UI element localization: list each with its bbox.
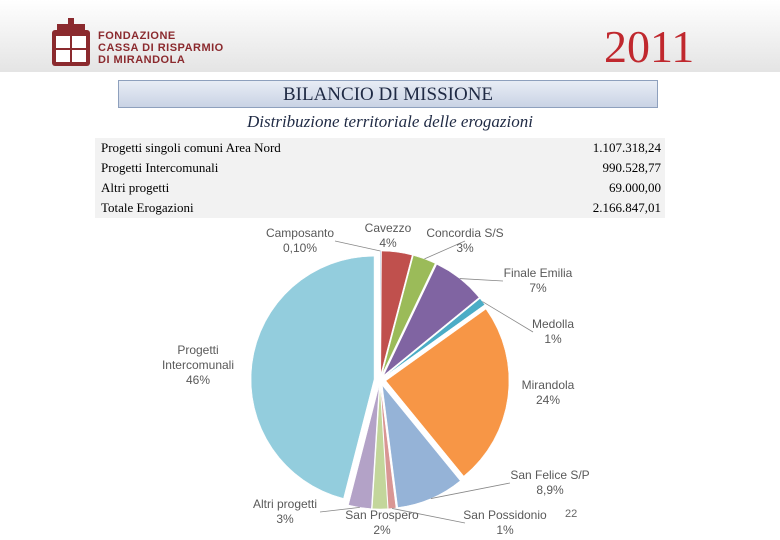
- slice-label: San Prospero 2%: [337, 508, 427, 538]
- leader-line: [334, 240, 381, 252]
- year: 2011: [604, 21, 695, 72]
- slice-label: Medolla 1%: [523, 317, 583, 347]
- slice-name: Finale Emilia: [503, 266, 573, 280]
- slice-label: San Possidonio 1%: [455, 508, 555, 538]
- slice-label: Altri progetti 3%: [240, 497, 330, 527]
- slice-value: 8,9%: [536, 483, 564, 497]
- slice-name: Camposanto: [265, 226, 335, 240]
- leader-line: [430, 482, 511, 499]
- leader-line: [459, 278, 504, 282]
- amount: 69.000,00: [609, 180, 661, 195]
- row-label: Progetti singoli comuni Area Nord: [101, 140, 281, 155]
- slice-value: 0,10%: [282, 241, 318, 255]
- pie-slice: [385, 308, 510, 477]
- slice-name: Progetti Intercomunali: [161, 343, 235, 372]
- logo-text: CASSA DI RISPARMIO: [98, 42, 224, 54]
- slice-name: Cavezzo: [364, 221, 412, 235]
- slice-value: 3%: [456, 241, 474, 255]
- summary-table: Progetti singoli comuni Area Nord 1.107.3…: [95, 138, 665, 218]
- slice-label: Mirandola 24%: [508, 378, 588, 408]
- logo-icon: [52, 18, 90, 66]
- header-band: [0, 0, 780, 72]
- slice-value: 24%: [535, 393, 561, 407]
- slice-name: Concordia S/S: [426, 226, 504, 240]
- slice-value: 4%: [379, 236, 397, 250]
- slice-label: Cavezzo 4%: [358, 221, 418, 251]
- page-number: 22: [565, 508, 578, 520]
- slice-name: San Possidonio: [463, 508, 547, 522]
- pie-slice: [383, 263, 480, 376]
- amount: 1.107.318,24: [592, 140, 661, 155]
- slice-name: San Felice S/P: [510, 468, 590, 482]
- pie-slice: [380, 250, 413, 375]
- table-row: Totale Erogazioni 2.166.847,01: [101, 198, 661, 218]
- leader-line: [424, 240, 466, 260]
- slice-name: Mirandola: [521, 378, 575, 392]
- table-row: Progetti Intercomunali 990.528,77: [101, 158, 661, 178]
- slice-value: 3%: [276, 512, 294, 526]
- leader-line: [392, 508, 466, 524]
- pie-slice: [348, 385, 380, 509]
- amount: 2.166.847,01: [592, 200, 661, 215]
- slice-label: Concordia S/S 3%: [415, 226, 515, 256]
- amount: 990.528,77: [602, 160, 662, 175]
- slice-name: Medolla: [531, 317, 575, 331]
- slice-label: San Felice S/P 8,9%: [500, 468, 600, 498]
- slice-value: 1%: [544, 332, 562, 346]
- slice-label: Finale Emilia 7%: [493, 266, 583, 296]
- table-row: Altri progetti 69.000,00: [101, 178, 661, 198]
- slice-value: 46%: [185, 373, 211, 387]
- pie-slice: [250, 255, 375, 499]
- pie-slice: [372, 385, 388, 510]
- leader-line: [482, 301, 534, 333]
- subtitle: Distribuzione territoriale delle erogazi…: [247, 112, 533, 131]
- slice-value: 2%: [373, 523, 391, 537]
- slice-label: Progetti Intercomunali 46%: [148, 343, 248, 388]
- leader-line: [319, 507, 360, 513]
- slice-value: 7%: [529, 281, 547, 295]
- slice-label: Camposanto 0,10%: [255, 226, 345, 256]
- logo-text: FONDAZIONE: [98, 30, 176, 42]
- logo-text: DI MIRANDOLA: [98, 54, 186, 66]
- banner: BILANCIO DI MISSIONE: [118, 80, 658, 108]
- slice-name: San Prospero: [345, 508, 419, 522]
- row-label: Progetti Intercomunali: [101, 160, 219, 175]
- slice-value: 1%: [496, 523, 514, 537]
- row-label: Totale Erogazioni: [101, 200, 194, 215]
- pie-slice: [384, 298, 486, 377]
- table-row: Progetti singoli comuni Area Nord 1.107.3…: [101, 138, 661, 158]
- slice-name: Altri progetti: [252, 497, 318, 511]
- row-label: Altri progetti: [101, 180, 170, 195]
